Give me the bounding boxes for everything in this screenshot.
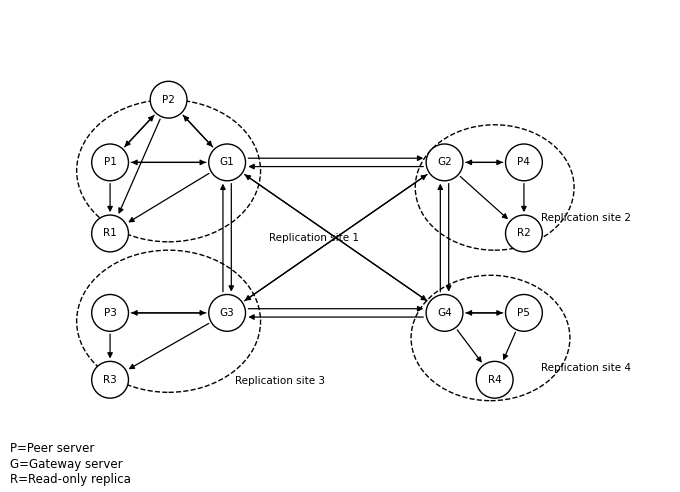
Text: R1: R1 <box>103 228 117 239</box>
Text: G=Gateway server: G=Gateway server <box>10 458 122 470</box>
Text: P=Peer server: P=Peer server <box>10 442 94 456</box>
Circle shape <box>92 362 129 398</box>
Text: G3: G3 <box>220 308 235 318</box>
Text: P1: P1 <box>103 157 116 167</box>
Circle shape <box>150 81 187 118</box>
Text: P3: P3 <box>103 308 116 318</box>
Text: R=Read-only replica: R=Read-only replica <box>10 473 131 486</box>
Text: Replication site 1: Replication site 1 <box>269 234 359 244</box>
Text: P5: P5 <box>517 308 530 318</box>
Circle shape <box>209 144 245 181</box>
Text: P2: P2 <box>162 94 175 105</box>
Circle shape <box>505 215 543 252</box>
Text: G2: G2 <box>437 157 452 167</box>
Text: Replication site 3: Replication site 3 <box>235 375 326 386</box>
Text: P4: P4 <box>517 157 530 167</box>
Text: Replication site 4: Replication site 4 <box>541 363 630 373</box>
Circle shape <box>505 295 543 331</box>
Circle shape <box>505 144 543 181</box>
Text: R2: R2 <box>517 228 531 239</box>
Circle shape <box>92 295 129 331</box>
Circle shape <box>92 215 129 252</box>
Circle shape <box>209 295 245 331</box>
Circle shape <box>92 144 129 181</box>
Text: G4: G4 <box>437 308 452 318</box>
Circle shape <box>426 295 463 331</box>
Text: R4: R4 <box>488 375 502 385</box>
Circle shape <box>426 144 463 181</box>
Text: R3: R3 <box>103 375 117 385</box>
Text: G1: G1 <box>220 157 235 167</box>
Circle shape <box>476 362 513 398</box>
Text: Replication site 2: Replication site 2 <box>541 213 630 222</box>
